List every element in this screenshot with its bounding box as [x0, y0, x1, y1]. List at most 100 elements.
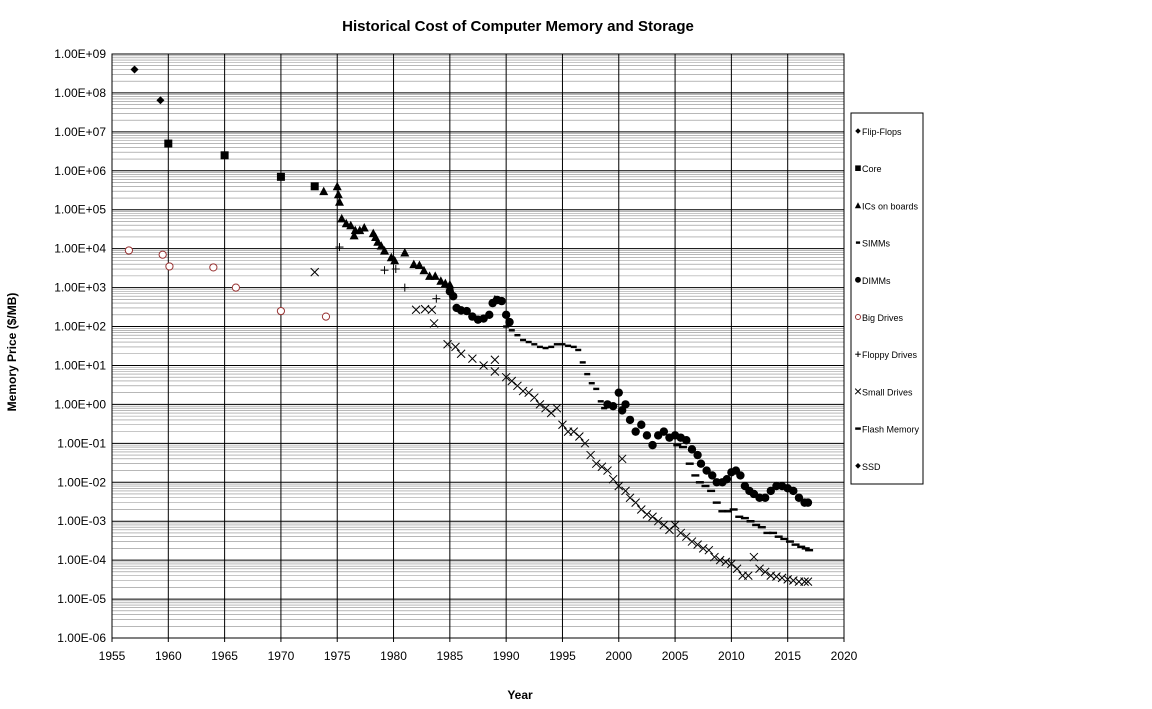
point-simms	[525, 340, 532, 344]
point-ics-on-boards	[400, 247, 410, 257]
point-simms	[520, 338, 527, 342]
point-flash-memory	[718, 510, 727, 513]
point-small-drives-b	[681, 532, 691, 542]
point-dimms	[485, 310, 494, 320]
point-dimms	[693, 450, 702, 460]
legend-label-core: Core	[862, 164, 882, 174]
point-simms	[536, 345, 543, 349]
point-small-drives	[621, 486, 630, 496]
point-flash-memory	[805, 548, 814, 552]
legend-marker-big-drives	[854, 313, 862, 321]
legend-label-floppy-drives: Floppy Drives	[862, 350, 918, 360]
point-small-drives	[479, 361, 488, 370]
point-small-drives-b	[427, 305, 437, 315]
point-small-drives-b	[546, 408, 556, 418]
point-small-drives-b	[591, 459, 601, 469]
point-small-drives	[749, 552, 759, 562]
point-flash-memory	[740, 516, 749, 520]
point-flip-flops	[130, 65, 139, 74]
point-small-drives-b	[501, 372, 511, 382]
point-small-drives-b	[659, 520, 669, 530]
point-dimms	[803, 498, 813, 507]
point-dimms	[648, 440, 657, 450]
point-simms	[508, 329, 515, 332]
point-small-drives	[665, 525, 674, 535]
point-flash-memory	[774, 535, 783, 538]
point-small-drives	[451, 342, 460, 352]
point-dimms	[794, 493, 804, 502]
legend-marker-core	[855, 165, 861, 171]
point-dimms	[462, 306, 471, 316]
point-small-drives-b	[783, 575, 793, 584]
x-tick-label: 1990	[493, 649, 520, 663]
point-small-drives	[727, 559, 736, 569]
point-dimms	[449, 292, 458, 301]
point-small-drives-b	[687, 537, 697, 546]
point-small-drives	[755, 564, 764, 574]
point-small-drives	[591, 459, 601, 469]
point-small-drives	[603, 466, 612, 475]
legend-label-flash-memory: Flash Memory	[862, 425, 920, 435]
plot-background	[112, 54, 844, 638]
point-big-drives	[158, 250, 167, 259]
point-small-drives-b	[653, 516, 663, 526]
point-small-drives-b	[614, 481, 624, 491]
point-small-drives	[653, 516, 663, 526]
y-tick-label: 1.00E+01	[54, 358, 106, 372]
point-small-drives-b	[429, 319, 439, 328]
legend-marker-simms	[855, 241, 861, 244]
point-small-drives	[558, 420, 567, 430]
point-small-drives-b	[803, 577, 813, 587]
point-small-drives-b	[580, 438, 590, 448]
y-tick-label: 1.00E+09	[54, 47, 106, 61]
point-flash-memory	[757, 526, 766, 529]
point-small-drives	[490, 355, 500, 365]
point-small-drives-b	[490, 355, 500, 365]
point-ics-on-boards	[414, 260, 424, 270]
point-small-drives-b	[603, 466, 612, 475]
series-flash-memory	[673, 443, 814, 552]
series-small-drives	[310, 267, 813, 587]
x-tick-label: 1965	[211, 649, 238, 663]
y-tick-label: 1.00E+07	[54, 125, 106, 139]
point-small-drives	[586, 450, 595, 460]
point-small-drives	[490, 367, 500, 376]
point-flash-memory	[673, 443, 682, 447]
point-small-drives	[788, 576, 798, 585]
point-simms	[575, 348, 582, 352]
point-dimms	[682, 436, 691, 445]
point-small-drives-b	[710, 552, 719, 562]
point-simms	[559, 343, 566, 346]
point-dimms	[505, 317, 514, 327]
point-small-drives-b	[513, 381, 522, 391]
legend-marker-dimms	[855, 276, 861, 283]
point-flip-flops	[156, 96, 165, 105]
y-tick-label: 1.00E+00	[54, 397, 106, 411]
point-flash-memory	[691, 474, 700, 477]
point-small-drives	[608, 474, 618, 484]
x-tick-label: 1995	[549, 649, 576, 663]
point-small-drives-b	[456, 349, 466, 359]
point-simms	[570, 345, 577, 349]
point-core	[276, 172, 285, 181]
point-small-drives	[760, 567, 770, 577]
point-small-drives	[715, 555, 725, 565]
point-ics-on-boards	[445, 280, 455, 289]
point-ics-on-boards	[359, 222, 369, 232]
point-small-drives-b	[800, 577, 809, 587]
legend-marker-small-drives-b	[854, 388, 862, 395]
point-small-drives	[429, 319, 439, 328]
point-small-drives	[569, 427, 579, 436]
plot-area	[111, 53, 845, 639]
y-axis-title: Memory Price ($/MB)	[5, 293, 19, 412]
point-ics-on-boards	[355, 225, 365, 235]
y-tick-label: 1.00E-06	[57, 631, 106, 645]
point-ics-on-boards	[337, 213, 347, 223]
legend-marker-flip-flops	[855, 128, 861, 134]
point-dimms	[760, 493, 770, 502]
point-small-drives-b	[608, 474, 618, 484]
point-small-drives-b	[479, 361, 488, 370]
point-dimms	[621, 400, 630, 409]
point-flash-memory	[712, 501, 721, 504]
legend-box	[850, 112, 924, 485]
